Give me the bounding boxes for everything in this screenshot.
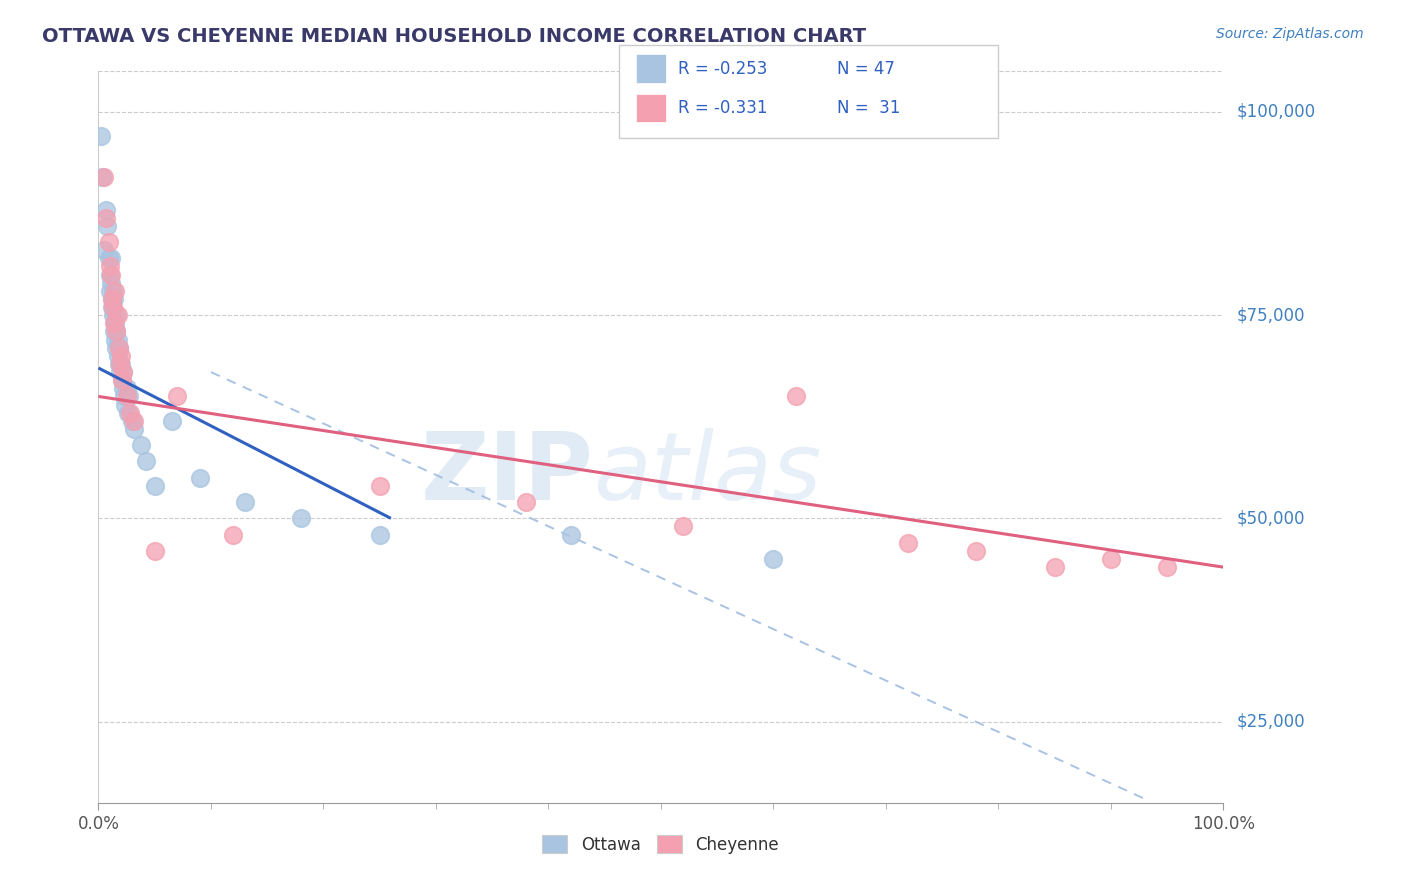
Point <box>112 381 135 395</box>
Point <box>222 527 245 541</box>
Point <box>98 260 121 274</box>
Point <box>1043 560 1066 574</box>
Point <box>114 398 136 412</box>
Text: OTTAWA VS CHEYENNE MEDIAN HOUSEHOLD INCOME CORRELATION CHART: OTTAWA VS CHEYENNE MEDIAN HOUSEHOLD INCO… <box>42 27 866 45</box>
Point <box>97 252 120 266</box>
Text: atlas: atlas <box>593 428 821 519</box>
Point <box>104 316 127 330</box>
Point <box>98 268 121 282</box>
Point <box>515 495 537 509</box>
Point <box>101 292 124 306</box>
Point <box>101 284 124 298</box>
Point <box>112 365 135 379</box>
Point <box>103 325 125 339</box>
Text: N =  31: N = 31 <box>837 99 900 117</box>
Point <box>100 252 122 266</box>
Point <box>290 511 312 525</box>
Text: ZIP: ZIP <box>420 427 593 520</box>
Text: Source: ZipAtlas.com: Source: ZipAtlas.com <box>1216 27 1364 41</box>
Point <box>785 389 807 403</box>
Point <box>100 268 122 282</box>
Point <box>103 292 125 306</box>
Point <box>1156 560 1178 574</box>
Text: $50,000: $50,000 <box>1237 509 1305 527</box>
Point <box>965 544 987 558</box>
Point <box>105 325 128 339</box>
Point <box>111 373 134 387</box>
Text: R = -0.331: R = -0.331 <box>678 99 768 117</box>
Point <box>93 243 115 257</box>
Point <box>104 333 127 347</box>
Text: $25,000: $25,000 <box>1237 713 1305 731</box>
Point <box>110 349 132 363</box>
Point <box>135 454 157 468</box>
Point <box>762 552 785 566</box>
Text: R = -0.253: R = -0.253 <box>678 60 768 78</box>
Point <box>115 389 138 403</box>
Point <box>93 169 115 184</box>
Point <box>103 316 125 330</box>
Point <box>108 357 131 371</box>
Point <box>118 389 141 403</box>
Point <box>897 535 920 549</box>
Point <box>112 389 135 403</box>
Point <box>112 365 135 379</box>
Point <box>107 341 129 355</box>
Point <box>672 519 695 533</box>
Point <box>143 479 166 493</box>
Point <box>107 308 129 322</box>
Point <box>124 422 146 436</box>
Point <box>129 438 152 452</box>
Point <box>104 284 127 298</box>
Point <box>96 202 118 217</box>
Point <box>143 544 166 558</box>
Point <box>107 341 129 355</box>
Point <box>160 414 183 428</box>
Legend: Ottawa, Cheyenne: Ottawa, Cheyenne <box>536 829 786 860</box>
Point <box>188 471 211 485</box>
Point <box>107 333 129 347</box>
Point <box>124 414 146 428</box>
Point <box>121 414 143 428</box>
Text: $100,000: $100,000 <box>1237 103 1316 121</box>
Point <box>368 479 391 493</box>
Point <box>1099 552 1122 566</box>
Point <box>90 129 112 144</box>
Point <box>108 365 131 379</box>
Point <box>101 292 124 306</box>
Point <box>118 406 141 420</box>
Text: N = 47: N = 47 <box>837 60 894 78</box>
Text: $75,000: $75,000 <box>1237 306 1305 324</box>
Point <box>101 300 124 314</box>
Point <box>166 389 188 403</box>
Point <box>560 527 582 541</box>
Point <box>96 211 118 225</box>
Point <box>233 495 256 509</box>
Point <box>105 308 128 322</box>
Point <box>98 284 121 298</box>
Point <box>96 219 118 233</box>
Point <box>111 373 134 387</box>
Point <box>90 169 112 184</box>
Point <box>105 341 128 355</box>
Point <box>117 406 139 420</box>
Point <box>97 235 120 249</box>
Point <box>101 300 124 314</box>
Point <box>107 357 129 371</box>
Point <box>100 276 122 290</box>
Point <box>105 325 128 339</box>
Point <box>115 381 138 395</box>
Point <box>107 349 129 363</box>
Point <box>368 527 391 541</box>
Point <box>110 357 132 371</box>
Point <box>101 308 124 322</box>
